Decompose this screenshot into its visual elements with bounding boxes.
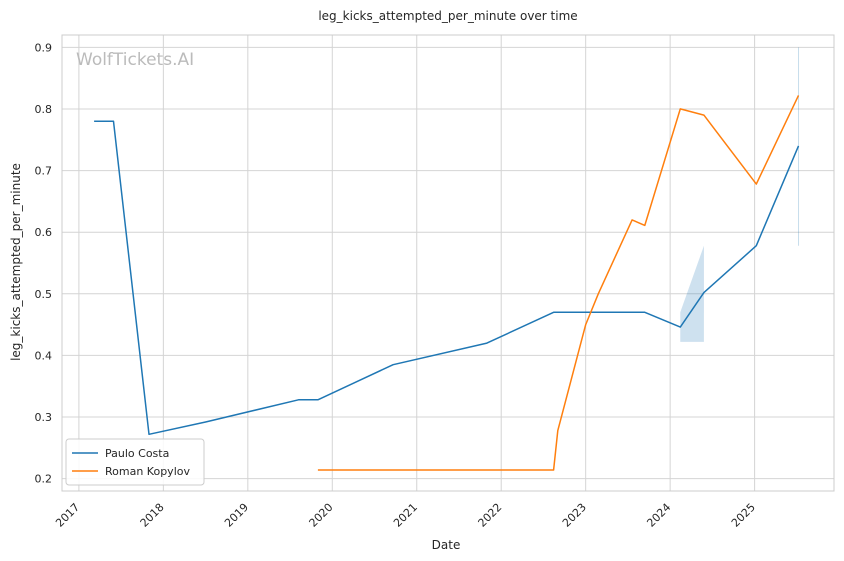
y-tick-label: 0.2 [35,473,53,486]
legend-box [65,438,205,486]
x-tick-label: 2024 [644,501,673,530]
legend-label-roman-kopylov: Roman Kopylov [105,465,190,478]
x-tick-label: 2018 [138,501,167,530]
y-tick-label: 0.3 [35,411,53,424]
x-tick-label: 2022 [476,501,505,530]
x-axis-ticks: 2017 2018 2019 2020 2021 2022 2023 2024 2025 [53,501,758,530]
y-tick-label: 0.5 [35,288,53,301]
chart-title: leg_kicks_attempted_per_minute over time [318,9,577,23]
y-tick-label: 0.4 [35,349,53,362]
x-tick-label: 2017 [53,501,82,530]
y-tick-label: 0.8 [35,103,53,116]
series-line-paulo-costa [94,120,800,436]
y-tick-label: 0.7 [35,165,53,178]
x-tick-label: 2023 [560,501,589,530]
x-tick-label: 2020 [307,501,336,530]
series-lines [94,95,800,471]
y-axis-label: leg_kicks_attempted_per_minute [9,163,23,361]
x-axis-label: Date [432,538,461,552]
confidence-bands [680,47,800,342]
plot-frame [61,34,835,492]
x-tick-label: 2019 [222,501,251,530]
y-tick-label: 0.6 [35,226,53,239]
legend: Paulo Costa Roman Kopylov [65,438,205,486]
x-tick-label: 2025 [729,501,758,530]
watermark: WolfTickets.AI [76,50,194,70]
legend-label-paulo-costa: Paulo Costa [105,447,169,460]
series-line-roman-kopylov [317,95,800,471]
y-tick-label: 0.9 [35,41,53,54]
y-axis-ticks: 0.2 0.3 0.4 0.5 0.6 0.7 0.8 0.9 [35,41,53,485]
grid [62,35,834,491]
x-tick-label: 2021 [391,501,420,530]
